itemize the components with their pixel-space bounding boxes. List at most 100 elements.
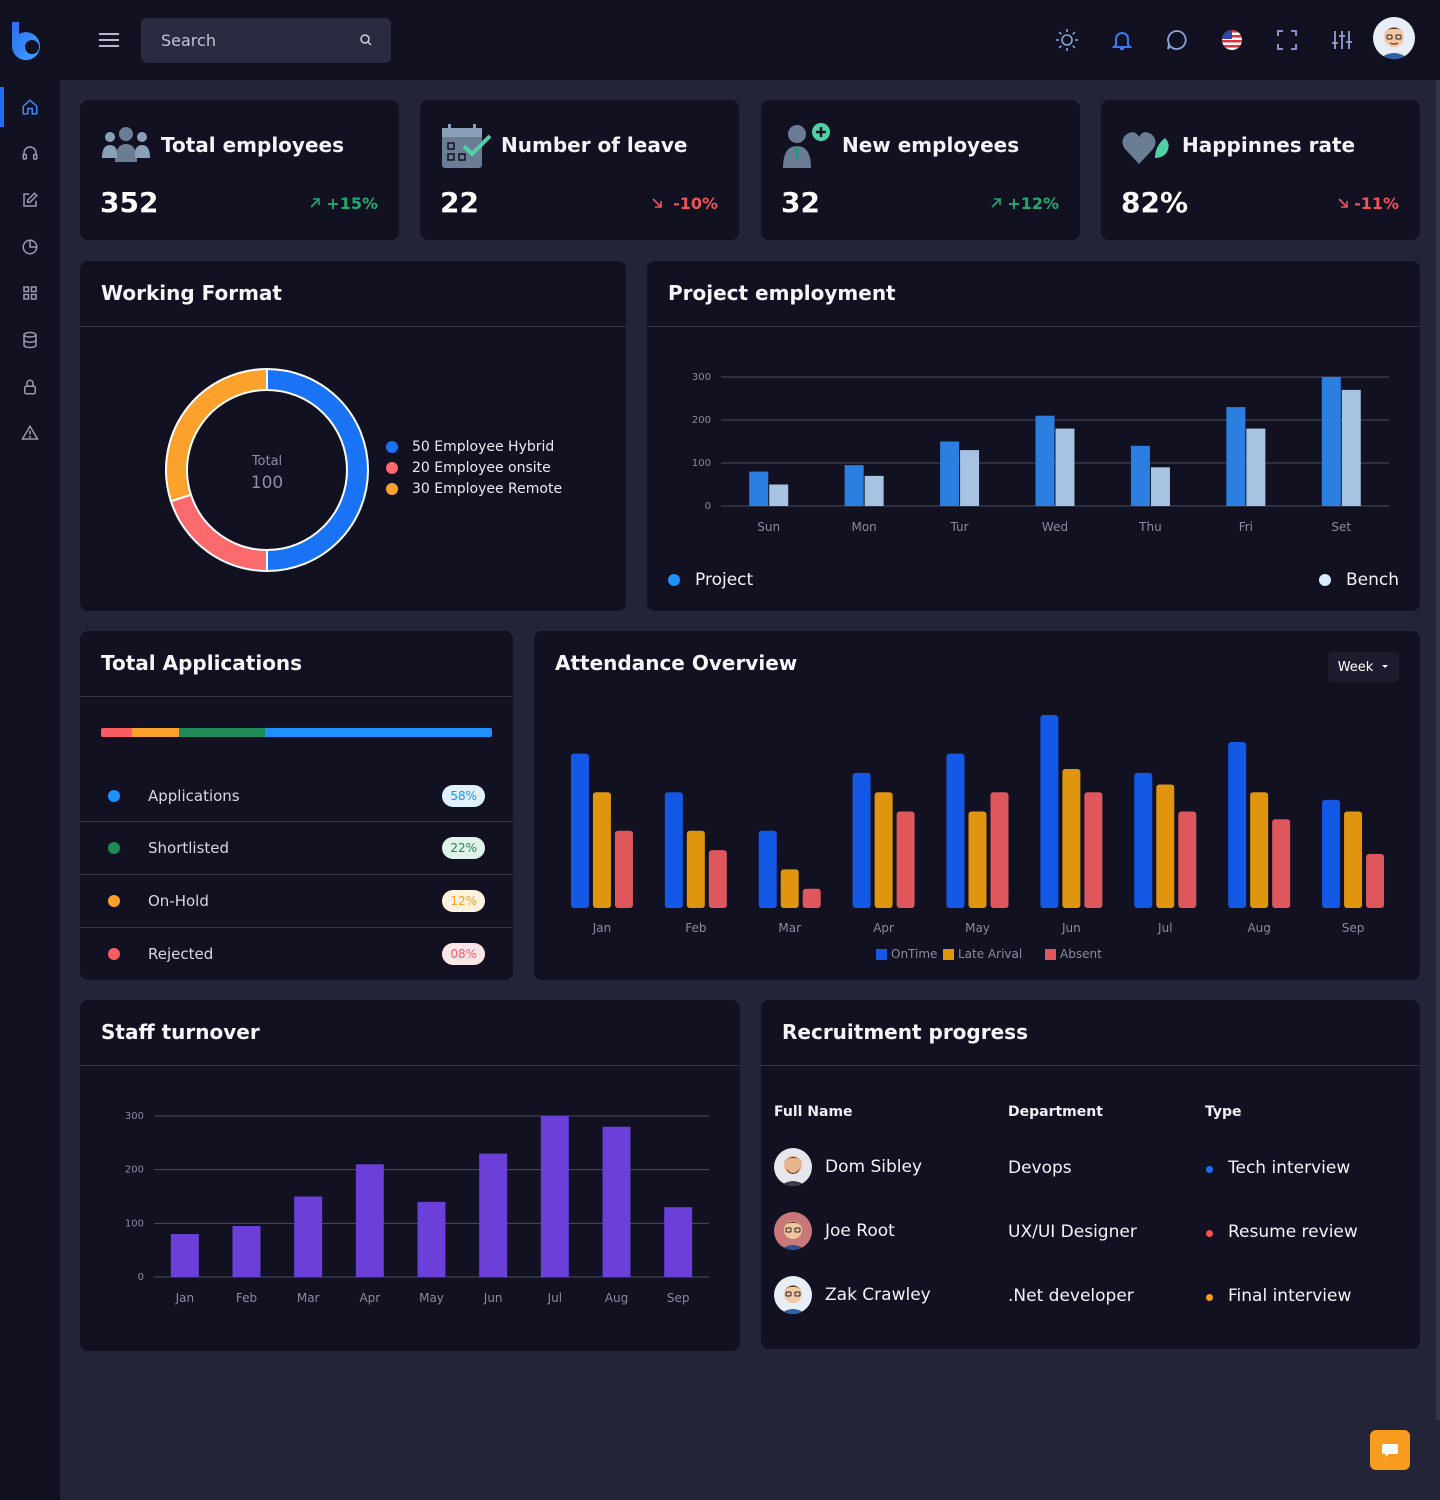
sidebar-item-support[interactable] <box>0 133 60 173</box>
period-dropdown[interactable]: Week <box>1328 652 1399 682</box>
bar <box>664 1207 693 1277</box>
percent-badge: 22% <box>442 837 485 859</box>
x-tick-label: Tur <box>950 520 969 534</box>
brand-logo[interactable] <box>10 20 50 62</box>
legend-dot <box>1318 574 1331 586</box>
avatar <box>774 1212 812 1250</box>
fullscreen-button[interactable] <box>1275 28 1299 52</box>
legend-label: 50 Employee Hybrid <box>412 439 555 455</box>
sliders-icon <box>1332 31 1352 49</box>
legend-dot <box>386 462 398 474</box>
us-flag-icon <box>1222 30 1242 50</box>
interview-type: Resume review <box>1228 1222 1358 1242</box>
add-user-icon <box>783 123 830 168</box>
sidebar-item-edit[interactable] <box>0 180 60 220</box>
legend-label: 30 Employee Remote <box>412 481 563 497</box>
language-button[interactable] <box>1220 28 1244 52</box>
avatar <box>774 1148 812 1186</box>
candidate-name[interactable]: Joe Root <box>825 1221 895 1241</box>
legend-dot <box>386 441 398 453</box>
bar-late-arival <box>592 792 611 908</box>
bar-absent <box>1084 792 1103 908</box>
sun-icon <box>1056 29 1078 51</box>
bell-icon <box>1111 32 1133 50</box>
caret-down-icon <box>1382 665 1389 668</box>
column-header-name[interactable]: Full Name <box>774 1104 853 1120</box>
list-item: Shortlisted 22% <box>80 821 513 874</box>
team-icon <box>102 127 150 162</box>
bar-ontime <box>570 753 589 908</box>
legend-item-bench[interactable]: Bench <box>1318 570 1399 590</box>
bar-late-arival <box>1344 811 1363 908</box>
x-tick-label: Jan <box>592 921 612 935</box>
sidebar-item-reports[interactable] <box>0 227 60 267</box>
divider <box>80 326 626 327</box>
x-tick-label: Apr <box>873 921 894 935</box>
bar <box>294 1196 323 1277</box>
attendance-chart: Jan Feb Mar Apr May Jun Jul Aug Sep OnTime Late Ar… <box>570 715 1385 961</box>
stat-title: Total employees <box>161 133 344 157</box>
calendar-check-icon <box>442 124 492 168</box>
candidate-name[interactable]: Zak Crawley <box>825 1285 931 1305</box>
legend-item-project[interactable]: Project <box>668 570 753 590</box>
sidebar-item-apps[interactable] <box>0 273 60 313</box>
donut-slice[interactable] <box>165 368 268 503</box>
person-avatar-icon <box>774 1212 812 1250</box>
bar-project <box>1035 415 1055 506</box>
legend-swatch <box>943 949 954 960</box>
bar <box>355 1164 384 1277</box>
sidebar-item-alerts[interactable] <box>0 413 60 453</box>
search-input[interactable] <box>161 31 351 50</box>
legend-swatch <box>1045 949 1056 960</box>
y-tick-label: 300 <box>125 1111 144 1122</box>
x-tick-label: Apr <box>359 1291 380 1305</box>
column-header-department[interactable]: Department <box>1008 1104 1103 1120</box>
bar <box>417 1201 446 1277</box>
legend-label: Bench <box>1345 570 1399 590</box>
bar-late-arival <box>874 792 893 908</box>
bar-ontime <box>1040 715 1059 908</box>
x-tick-label: Sep <box>1342 921 1365 935</box>
chat-fab-button[interactable] <box>1370 1430 1410 1470</box>
person-avatar-icon <box>774 1148 812 1186</box>
status-dot <box>108 842 120 854</box>
bar-late-arival <box>686 830 705 908</box>
applications-progress-bar <box>101 728 492 737</box>
notifications-button[interactable] <box>1110 28 1134 52</box>
stat-title: Number of leave <box>501 133 688 157</box>
settings-button[interactable] <box>1330 28 1354 52</box>
donut-slice[interactable] <box>169 493 268 572</box>
x-tick-label: Sun <box>757 520 780 534</box>
sidebar-item-home[interactable] <box>0 87 60 127</box>
candidate-department: .Net developer <box>1008 1286 1134 1306</box>
bar-absent <box>990 792 1009 908</box>
sidebar-item-security[interactable] <box>0 367 60 407</box>
bar-late-arival <box>1250 792 1269 908</box>
theme-toggle-button[interactable] <box>1055 28 1079 52</box>
donut-slice[interactable] <box>266 368 369 572</box>
column-header-type[interactable]: Type <box>1205 1104 1242 1120</box>
menu-icon[interactable] <box>98 30 120 50</box>
bar-ontime <box>1228 742 1247 908</box>
arrow-down-right-icon <box>652 198 662 208</box>
bar <box>232 1226 261 1277</box>
bar-project <box>1226 407 1246 506</box>
x-tick-label: Mon <box>851 520 876 534</box>
search-icon[interactable] <box>359 33 373 47</box>
x-tick-label: Mar <box>778 921 801 935</box>
sidebar-item-database[interactable] <box>0 320 60 360</box>
sidebar <box>0 0 60 1500</box>
status-dot <box>108 895 120 907</box>
bar-late-arival <box>1156 784 1175 908</box>
x-tick-label: Set <box>1331 520 1351 534</box>
bar-ontime <box>852 772 871 908</box>
messages-button[interactable] <box>1165 28 1189 52</box>
candidate-name[interactable]: Dom Sibley <box>825 1157 923 1177</box>
scrollbar[interactable] <box>1436 80 1440 1420</box>
user-avatar[interactable] <box>1373 17 1415 59</box>
lock-icon <box>24 379 36 395</box>
y-tick-label: 100 <box>125 1218 144 1229</box>
bar-late-arival <box>780 869 799 908</box>
bar-bench <box>1055 428 1075 506</box>
legend-dot <box>386 483 398 495</box>
